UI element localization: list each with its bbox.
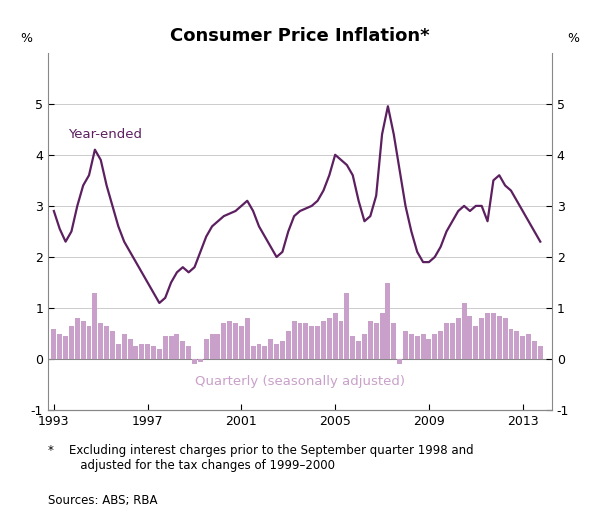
Bar <box>75 318 80 359</box>
Bar <box>221 323 226 359</box>
Bar <box>262 347 267 359</box>
Text: Excluding interest charges prior to the September quarter 1998 and
   adjusted f: Excluding interest charges prior to the … <box>69 444 473 472</box>
Bar <box>209 333 215 359</box>
Bar <box>175 333 179 359</box>
Bar <box>450 323 455 359</box>
Bar <box>69 326 74 359</box>
Bar <box>503 318 508 359</box>
Bar <box>52 329 56 359</box>
Bar <box>356 341 361 359</box>
Bar <box>467 316 472 359</box>
Bar <box>479 318 484 359</box>
Bar <box>169 336 173 359</box>
Bar <box>186 347 191 359</box>
Bar <box>98 323 103 359</box>
Bar <box>491 313 496 359</box>
Bar <box>333 313 338 359</box>
Text: Year-ended: Year-ended <box>68 128 142 141</box>
Bar <box>514 331 519 359</box>
Bar <box>233 323 238 359</box>
Bar <box>227 321 232 359</box>
Bar <box>403 331 408 359</box>
Bar <box>280 341 285 359</box>
Bar <box>86 326 91 359</box>
Bar <box>63 336 68 359</box>
Bar <box>497 316 502 359</box>
Bar <box>520 336 525 359</box>
Bar <box>538 347 543 359</box>
Bar <box>362 333 367 359</box>
Bar <box>151 347 156 359</box>
Bar <box>427 339 431 359</box>
Bar <box>204 339 209 359</box>
Bar <box>526 333 531 359</box>
Bar <box>380 313 385 359</box>
Bar <box>145 344 150 359</box>
Bar <box>122 333 127 359</box>
Bar <box>433 333 437 359</box>
Bar <box>81 321 86 359</box>
Bar <box>532 341 537 359</box>
Bar <box>163 336 167 359</box>
Bar <box>110 331 115 359</box>
Bar <box>473 326 478 359</box>
Text: %: % <box>568 33 580 45</box>
Bar <box>181 341 185 359</box>
Bar <box>385 282 391 359</box>
Bar <box>309 326 314 359</box>
Bar <box>251 347 256 359</box>
Bar <box>374 323 379 359</box>
Bar <box>485 313 490 359</box>
Bar <box>128 339 133 359</box>
Bar <box>350 336 355 359</box>
Bar <box>321 321 326 359</box>
Bar <box>415 336 419 359</box>
Bar <box>509 329 514 359</box>
Bar <box>133 347 139 359</box>
Bar <box>215 333 220 359</box>
Bar <box>304 323 308 359</box>
Bar <box>157 349 162 359</box>
Text: *: * <box>48 444 54 458</box>
Bar <box>286 331 291 359</box>
Bar <box>368 321 373 359</box>
Bar <box>292 321 296 359</box>
Text: Quarterly (seasonally adjusted): Quarterly (seasonally adjusted) <box>195 375 405 388</box>
Bar <box>268 339 273 359</box>
Bar <box>338 321 343 359</box>
Bar <box>57 333 62 359</box>
Bar <box>239 326 244 359</box>
Bar <box>391 323 396 359</box>
Text: %: % <box>20 33 32 45</box>
Bar <box>456 318 461 359</box>
Text: Sources: ABS; RBA: Sources: ABS; RBA <box>48 494 157 508</box>
Bar <box>245 318 250 359</box>
Bar <box>139 344 144 359</box>
Bar <box>438 331 443 359</box>
Bar <box>274 344 279 359</box>
Bar <box>104 326 109 359</box>
Bar <box>444 323 449 359</box>
Bar <box>198 359 203 362</box>
Bar <box>409 333 414 359</box>
Bar <box>344 293 349 359</box>
Bar <box>92 293 97 359</box>
Bar <box>257 344 262 359</box>
Bar <box>192 359 197 365</box>
Bar <box>116 344 121 359</box>
Bar <box>315 326 320 359</box>
Title: Consumer Price Inflation*: Consumer Price Inflation* <box>170 27 430 45</box>
Bar <box>298 323 302 359</box>
Bar <box>461 303 467 359</box>
Bar <box>397 359 402 365</box>
Bar <box>421 333 425 359</box>
Bar <box>327 318 332 359</box>
